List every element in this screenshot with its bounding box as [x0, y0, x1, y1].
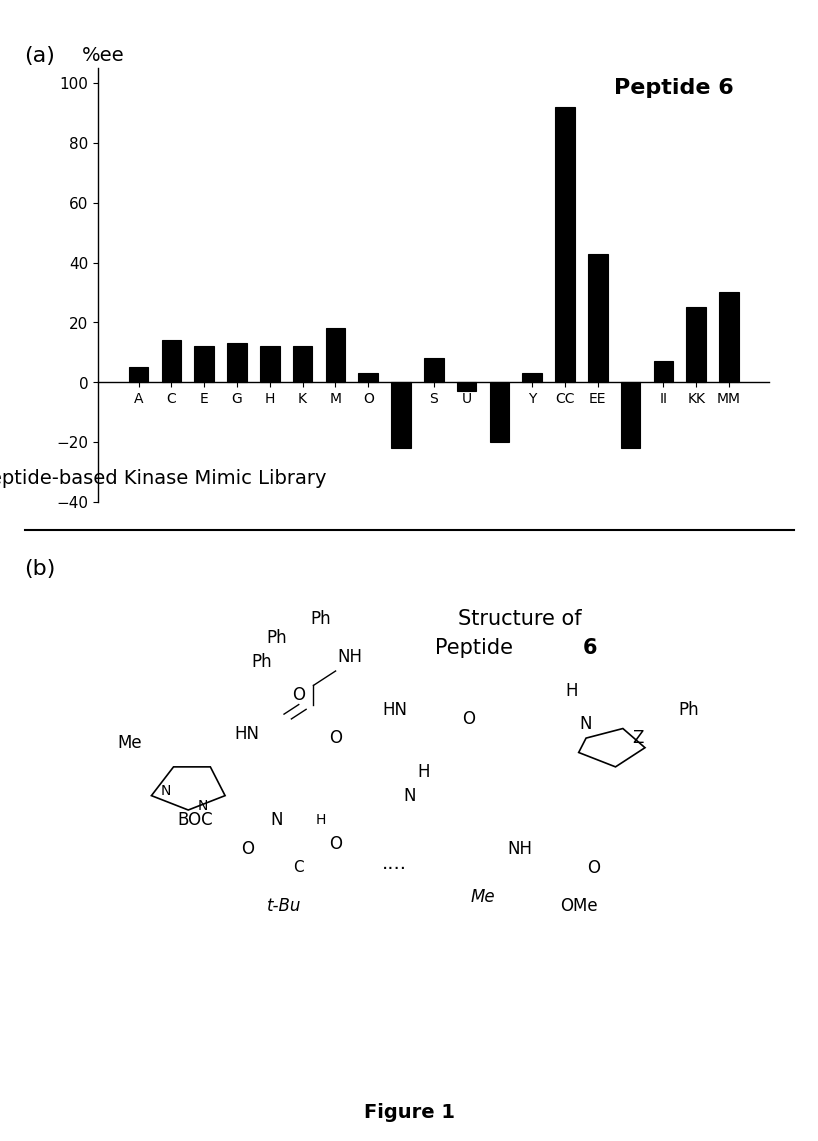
Text: N: N	[579, 715, 592, 733]
Text: H: H	[417, 763, 430, 780]
Text: %ee: %ee	[82, 46, 124, 65]
Bar	[424, 358, 443, 382]
Bar	[654, 362, 673, 382]
Text: O: O	[329, 729, 342, 747]
Text: ....: ....	[382, 853, 407, 873]
Bar	[128, 367, 148, 382]
Bar	[161, 340, 181, 382]
Text: O: O	[461, 710, 474, 728]
Text: H: H	[564, 681, 578, 699]
Text: NH: NH	[338, 648, 362, 665]
Text: N: N	[402, 787, 416, 804]
Text: Peptide: Peptide	[435, 638, 519, 657]
Text: HN: HN	[235, 725, 259, 743]
Bar	[719, 293, 739, 382]
Text: O: O	[587, 859, 600, 876]
Bar	[227, 343, 247, 382]
Bar	[194, 347, 213, 382]
Text: OMe: OMe	[560, 897, 597, 915]
Text: Me: Me	[470, 888, 495, 905]
Text: C: C	[294, 860, 303, 875]
Text: Peptide 6: Peptide 6	[614, 79, 734, 98]
Bar	[620, 382, 640, 448]
Text: Peptide-based Kinase Mimic Library: Peptide-based Kinase Mimic Library	[0, 469, 326, 487]
Text: Figure 1: Figure 1	[363, 1103, 455, 1122]
Bar	[522, 373, 542, 382]
Bar	[555, 107, 574, 382]
Text: Structure of: Structure of	[457, 609, 582, 629]
Text: (b): (b)	[25, 559, 56, 580]
Text: H: H	[316, 812, 326, 827]
Text: N: N	[198, 799, 208, 812]
Bar	[456, 382, 476, 391]
Bar	[358, 373, 378, 382]
Text: Z: Z	[631, 729, 643, 747]
Text: Ph: Ph	[310, 609, 331, 628]
Bar	[686, 308, 706, 382]
Text: O: O	[329, 835, 342, 852]
Bar	[326, 329, 345, 382]
Text: BOC: BOC	[178, 811, 213, 828]
Text: HN: HN	[382, 701, 407, 719]
Text: (a): (a)	[25, 46, 56, 66]
Bar	[391, 382, 411, 448]
Text: Ph: Ph	[266, 629, 287, 647]
Text: O: O	[240, 840, 254, 857]
Text: N: N	[270, 811, 283, 828]
Text: Ph: Ph	[678, 701, 699, 719]
Text: 6: 6	[582, 638, 596, 657]
Bar	[293, 347, 312, 382]
Bar	[587, 253, 607, 382]
Bar	[260, 347, 280, 382]
Text: N: N	[161, 784, 171, 798]
Text: Ph: Ph	[251, 653, 272, 671]
Text: NH: NH	[507, 840, 532, 857]
Text: t-Bu: t-Bu	[267, 897, 301, 915]
Text: Me: Me	[117, 734, 142, 752]
Bar	[489, 382, 509, 443]
Text: O: O	[292, 686, 305, 704]
